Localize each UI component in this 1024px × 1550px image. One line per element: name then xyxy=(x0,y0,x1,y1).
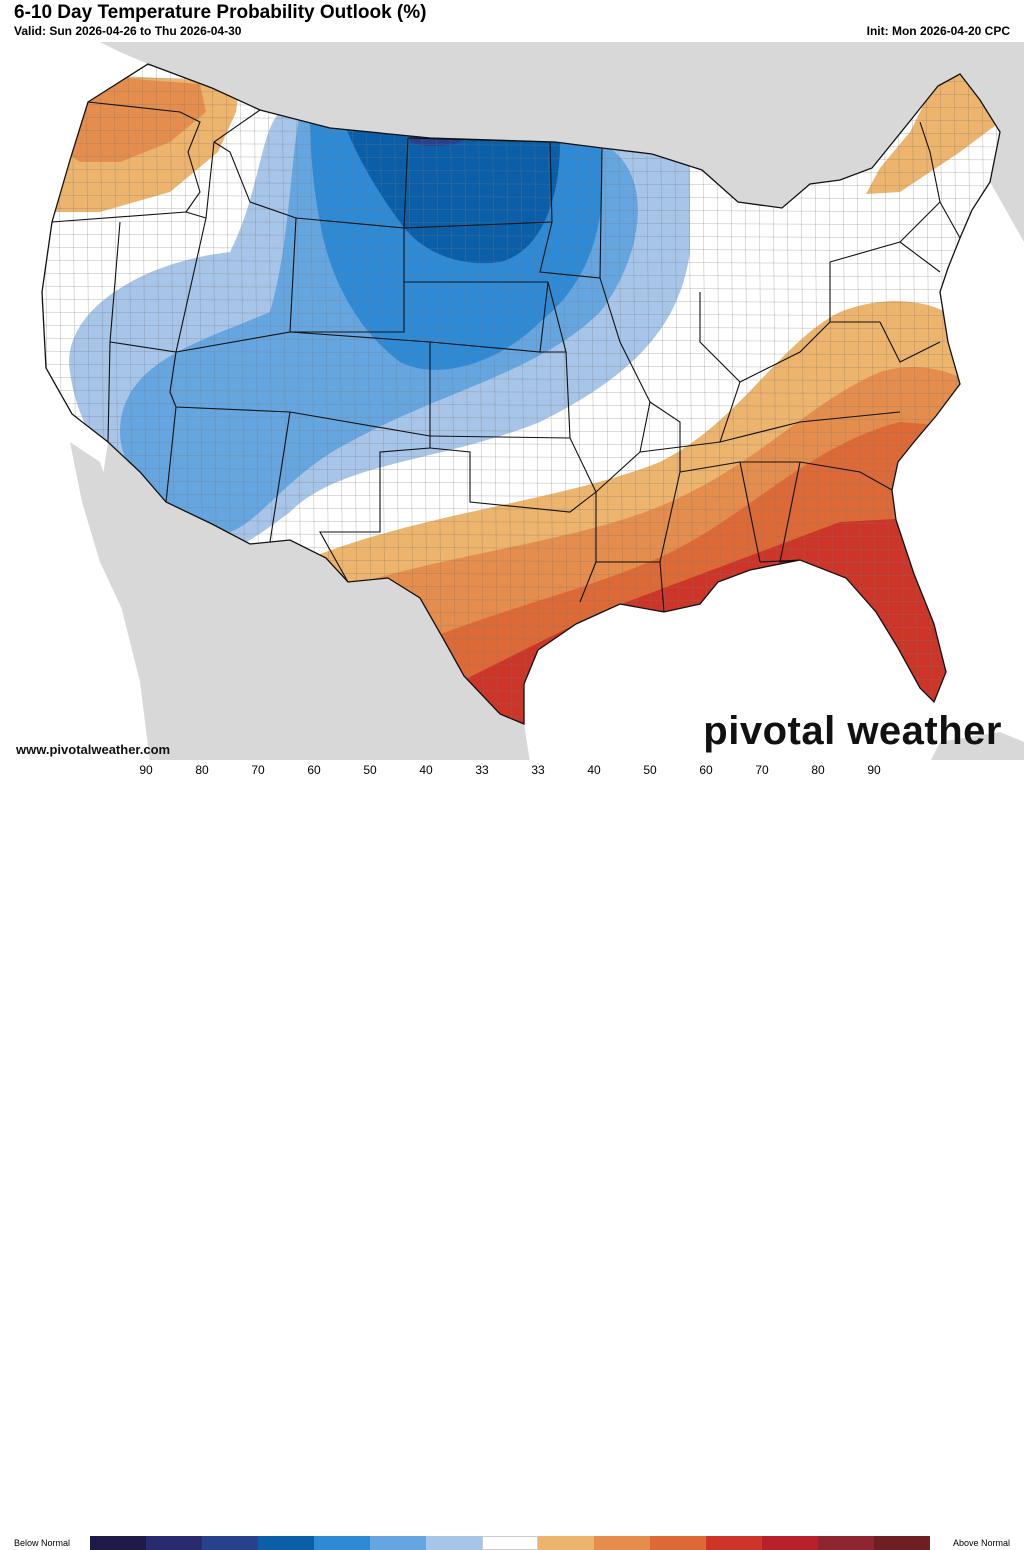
legend-swatch xyxy=(426,1536,482,1550)
mexico-land xyxy=(96,442,530,762)
brand-logo: pivotal weather xyxy=(703,709,1002,753)
page-title: 6-10 Day Temperature Probability Outlook… xyxy=(14,2,427,23)
legend-tick-label: 70 xyxy=(251,763,265,777)
legend-swatch xyxy=(258,1536,314,1550)
legend-swatch xyxy=(874,1536,930,1550)
legend-swatch xyxy=(650,1536,706,1550)
legend-tick-label: 70 xyxy=(755,763,769,777)
legend-swatch xyxy=(202,1536,258,1550)
init-time: Init: Mon 2026-04-20 CPC xyxy=(866,24,1010,38)
legend-tick-label: 90 xyxy=(139,763,153,777)
legend-tick-label: 80 xyxy=(811,763,825,777)
header: 6-10 Day Temperature Probability Outlook… xyxy=(0,0,1024,42)
below-normal-label: Below Normal xyxy=(14,1538,71,1548)
above-normal-label: Above Normal xyxy=(952,1538,1010,1548)
legend-tick-label: 33 xyxy=(531,763,545,777)
legend-swatch xyxy=(706,1536,762,1550)
legend-tick-label: 60 xyxy=(699,763,713,777)
outlook-map[interactable] xyxy=(0,42,1024,762)
legend-tick-label: 50 xyxy=(643,763,657,777)
legend-swatch xyxy=(762,1536,818,1550)
color-bar xyxy=(90,1536,930,1550)
legend-swatch xyxy=(482,1536,538,1550)
legend-tick-label: 90 xyxy=(867,763,881,777)
legend-tick-label: 40 xyxy=(587,763,601,777)
legend-tick-label: 60 xyxy=(307,763,321,777)
bahamas-cuba xyxy=(930,732,1024,762)
website-url: www.pivotalweather.com xyxy=(16,742,171,757)
legend-swatch xyxy=(538,1536,594,1550)
legend-swatch xyxy=(594,1536,650,1550)
legend-swatch xyxy=(146,1536,202,1550)
legend-swatch xyxy=(90,1536,146,1550)
state-borders xyxy=(51,101,961,613)
baja-peninsula xyxy=(70,442,160,662)
legend-swatch xyxy=(314,1536,370,1550)
legend-tick-label: 80 xyxy=(195,763,209,777)
legend-tick-label: 40 xyxy=(419,763,433,777)
legend-swatch xyxy=(818,1536,874,1550)
legend-tick-label: 33 xyxy=(475,763,489,777)
legend-tick-label: 50 xyxy=(363,763,377,777)
canada-land xyxy=(100,42,1024,242)
legend-swatch xyxy=(370,1536,426,1550)
valid-period: Valid: Sun 2026-04-26 to Thu 2026-04-30 xyxy=(14,24,242,38)
